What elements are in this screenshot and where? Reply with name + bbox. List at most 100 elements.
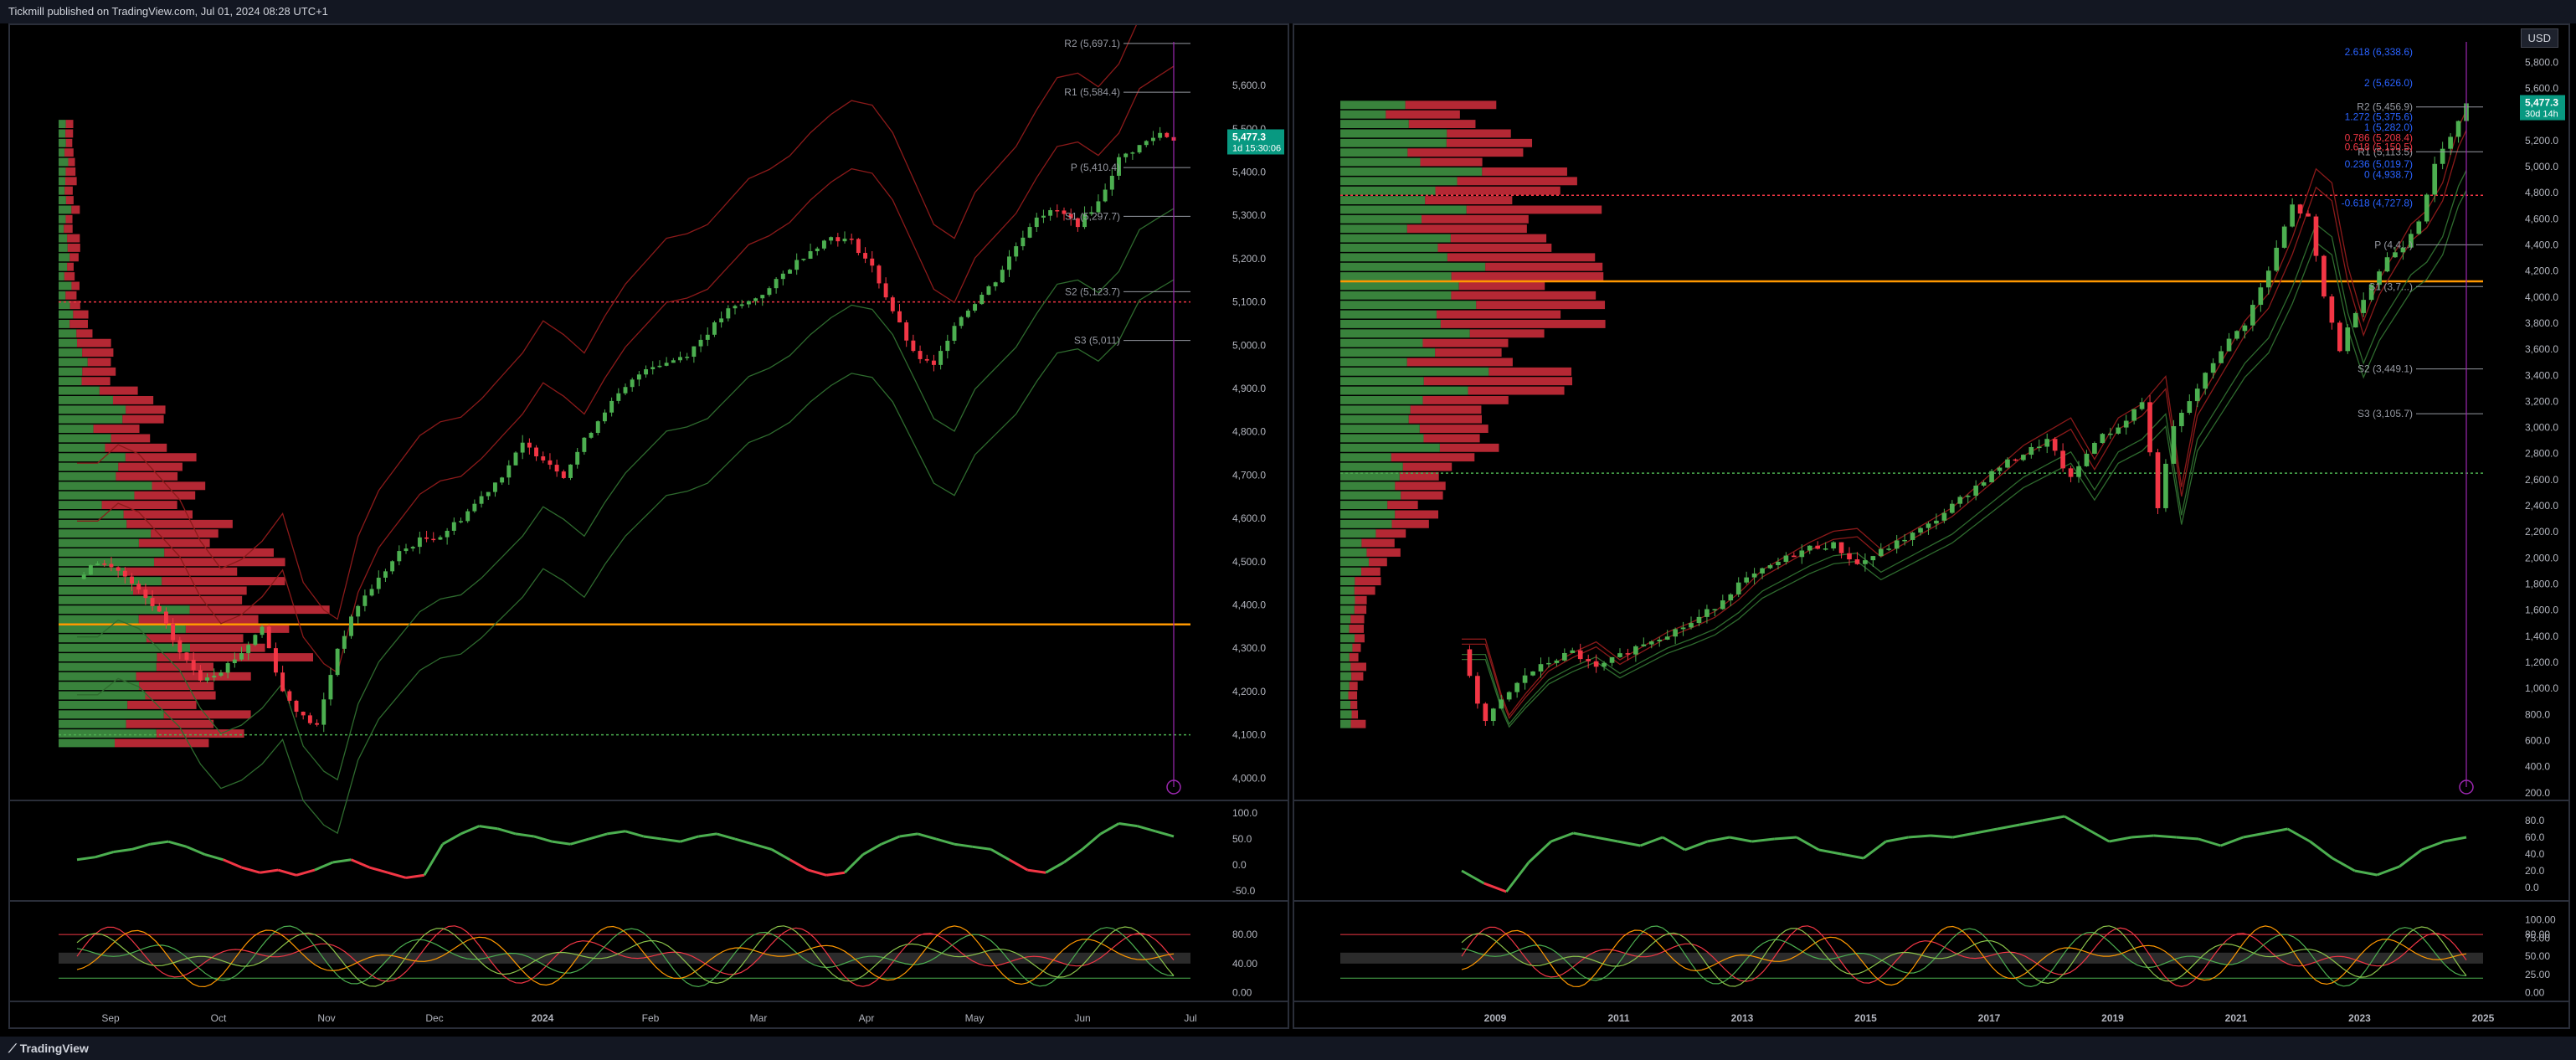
candle-body bbox=[307, 715, 312, 723]
right-chart-svg[interactable]: 5,800.05,600.05,400.05,200.05,000.04,800… bbox=[1294, 25, 2568, 1027]
volume-profile-bar bbox=[105, 443, 167, 452]
candle-body bbox=[1027, 227, 1032, 238]
rsi-segment bbox=[734, 837, 754, 846]
candle-body bbox=[534, 447, 539, 457]
volume-profile-bar bbox=[59, 310, 74, 319]
rsi-segment bbox=[1063, 848, 1083, 864]
rsi-segment bbox=[1863, 840, 1887, 860]
volume-profile-bar bbox=[1351, 710, 1359, 719]
candle-body bbox=[897, 311, 902, 323]
bar-countdown: 1d 15:30:06 bbox=[1232, 143, 1281, 153]
x-tick-label: 2015 bbox=[1854, 1012, 1877, 1024]
rsi-segment bbox=[1930, 834, 1953, 839]
volume-profile-bar bbox=[59, 625, 186, 633]
volume-profile-bar bbox=[1340, 291, 1452, 300]
candle-body bbox=[1609, 656, 1615, 663]
rsi-tick-label: 0.0 bbox=[1232, 859, 1247, 871]
rsi-segment bbox=[881, 835, 901, 846]
volume-profile-bar bbox=[59, 586, 133, 595]
volume-profile-bar bbox=[1340, 605, 1355, 615]
rsi-segment bbox=[1081, 832, 1102, 851]
candle-body bbox=[1048, 210, 1053, 216]
fib-label: 0.786 (5,208.4) bbox=[2345, 132, 2413, 144]
candle-body bbox=[575, 451, 580, 465]
fib-label: 0.236 (5,019.7) bbox=[2345, 158, 2413, 170]
rsi-segment bbox=[1639, 836, 1663, 847]
candle-body bbox=[1728, 594, 1734, 601]
volume-profile-bar bbox=[125, 453, 197, 462]
volume-profile-bar bbox=[65, 129, 74, 138]
candle-body bbox=[1165, 132, 1170, 137]
rsi-tick-label: 50.0 bbox=[1232, 833, 1252, 845]
y-tick-label: 5,600.0 bbox=[1232, 80, 1266, 91]
rsi-segment bbox=[332, 858, 352, 864]
candle-body bbox=[2163, 463, 2168, 508]
x-tick-label: Apr bbox=[859, 1012, 875, 1024]
candle-body bbox=[1863, 560, 1868, 564]
pivot-label: S2 (3,449.1) bbox=[2357, 363, 2413, 375]
volume-profile-bar bbox=[1340, 129, 1447, 138]
volume-profile-bar bbox=[1340, 472, 1400, 481]
candle-body bbox=[1949, 503, 1955, 513]
candle-body bbox=[2337, 322, 2342, 352]
fib-label: 2.618 (6,338.6) bbox=[2345, 46, 2413, 58]
candle-body bbox=[609, 400, 614, 413]
candle-body bbox=[2084, 453, 2090, 466]
volume-profile-bar bbox=[1350, 701, 1358, 709]
y-tick-label: 2,400.0 bbox=[2525, 500, 2558, 512]
volume-profile-bar bbox=[68, 157, 75, 167]
volume-profile-bar bbox=[1435, 186, 1561, 195]
left-chart-svg[interactable]: 5,600.05,500.05,400.05,300.05,200.05,100… bbox=[10, 25, 1288, 1027]
rsi-segment bbox=[1483, 882, 1507, 893]
rsi-segment bbox=[1595, 836, 1618, 843]
candle-body bbox=[2432, 163, 2438, 195]
candle-body bbox=[404, 548, 409, 552]
y-tick-label: 2,000.0 bbox=[2525, 552, 2558, 563]
volume-profile-bar bbox=[134, 491, 196, 500]
volume-profile-bar bbox=[1340, 167, 1483, 176]
volume-profile-bar bbox=[59, 729, 157, 738]
tradingview-logo[interactable]: ⟋ TradingView bbox=[8, 1042, 89, 1055]
right-chart-panel[interactable]: 5,800.05,600.05,400.05,200.05,000.04,800… bbox=[1293, 23, 2570, 1029]
candle-body bbox=[1109, 175, 1114, 190]
volume-profile-bar bbox=[1451, 291, 1597, 300]
volume-profile-bar bbox=[59, 167, 66, 176]
rsi-segment bbox=[570, 837, 589, 846]
rsi-tick-label: 40.0 bbox=[2525, 848, 2545, 860]
candle-body bbox=[212, 675, 217, 678]
candle-body bbox=[280, 672, 285, 692]
volume-profile-bar bbox=[1340, 272, 1452, 280]
volume-profile-bar bbox=[101, 501, 177, 509]
volume-profile-bar bbox=[1340, 462, 1403, 471]
volume-profile-bar bbox=[65, 196, 74, 204]
volume-profile-bar bbox=[59, 434, 111, 443]
candle-body bbox=[2352, 312, 2358, 328]
candle-body bbox=[1776, 562, 1781, 566]
candle-body bbox=[1062, 210, 1067, 214]
candle-body bbox=[2250, 305, 2255, 326]
candle-body bbox=[362, 595, 368, 606]
volume-profile-bar bbox=[1468, 386, 1565, 395]
rsi-segment bbox=[131, 842, 151, 851]
candle-body bbox=[986, 286, 991, 296]
candle-body bbox=[143, 589, 148, 599]
currency-badge[interactable]: USD bbox=[2520, 28, 2558, 48]
rsi-segment bbox=[680, 835, 699, 843]
candle-body bbox=[2400, 247, 2406, 253]
candle-body bbox=[938, 351, 944, 365]
rsi-segment bbox=[990, 848, 1010, 862]
volume-profile-bar bbox=[185, 625, 290, 633]
candle-body bbox=[1483, 703, 1489, 722]
x-tick-label: Oct bbox=[211, 1012, 227, 1024]
fib-label: 2 (5,626.0) bbox=[2364, 77, 2413, 89]
rsi-segment bbox=[625, 830, 645, 838]
volume-profile-bar bbox=[59, 120, 66, 128]
candle-body bbox=[328, 675, 333, 700]
rsi-segment bbox=[2198, 837, 2222, 847]
volume-profile-bar bbox=[1340, 234, 1451, 243]
rsi-segment bbox=[2332, 857, 2356, 872]
volume-profile-bar bbox=[59, 396, 113, 404]
left-chart-panel[interactable]: 5,600.0 5,500.0 5,400.0 5,300.0 5,200.0 5,100… bbox=[8, 23, 1289, 1029]
volume-profile-bar bbox=[65, 167, 76, 176]
candle-body bbox=[1815, 545, 1821, 549]
